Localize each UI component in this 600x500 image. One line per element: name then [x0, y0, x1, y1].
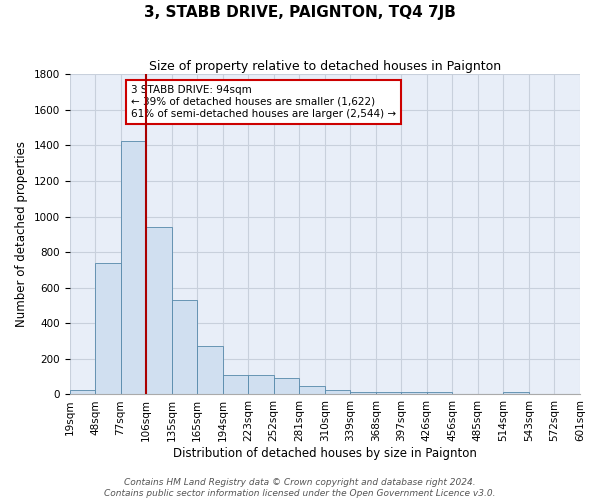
Bar — [95, 263, 121, 394]
Bar — [401, 392, 427, 394]
Text: Contains HM Land Registry data © Crown copyright and database right 2024.
Contai: Contains HM Land Registry data © Crown c… — [104, 478, 496, 498]
Bar — [503, 392, 529, 394]
Bar — [121, 141, 146, 395]
Bar — [299, 386, 325, 394]
Bar — [223, 375, 248, 394]
Text: 3, STABB DRIVE, PAIGNTON, TQ4 7JB: 3, STABB DRIVE, PAIGNTON, TQ4 7JB — [144, 5, 456, 20]
Bar — [197, 346, 223, 395]
Y-axis label: Number of detached properties: Number of detached properties — [15, 142, 28, 328]
Bar — [172, 300, 197, 394]
Text: 3 STABB DRIVE: 94sqm
← 39% of detached houses are smaller (1,622)
61% of semi-de: 3 STABB DRIVE: 94sqm ← 39% of detached h… — [131, 86, 396, 118]
Bar — [146, 227, 172, 394]
Bar — [70, 390, 95, 394]
Bar — [248, 375, 274, 394]
Bar — [350, 392, 376, 394]
Title: Size of property relative to detached houses in Paignton: Size of property relative to detached ho… — [149, 60, 501, 73]
Bar — [325, 390, 350, 394]
Bar — [274, 378, 299, 394]
Bar — [427, 392, 452, 394]
Bar — [376, 392, 401, 394]
X-axis label: Distribution of detached houses by size in Paignton: Distribution of detached houses by size … — [173, 447, 477, 460]
